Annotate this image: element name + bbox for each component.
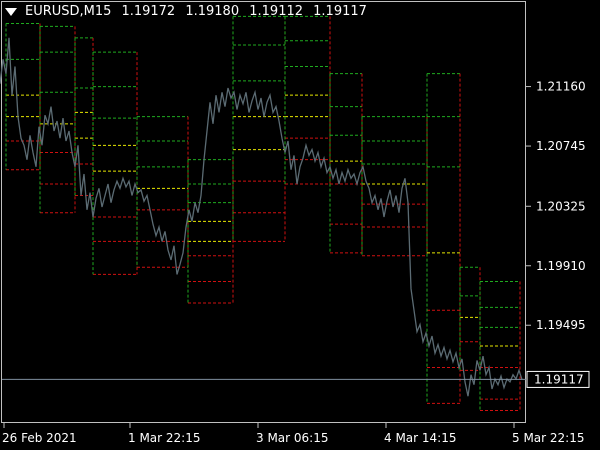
chart-title-bar: EURUSD,M15 1.19172 1.19180 1.19112 1.191… xyxy=(5,4,367,19)
price-line xyxy=(0,37,523,397)
x-tick-label: 1 Mar 22:15 xyxy=(128,431,201,445)
y-tick-label: 1.19495 xyxy=(536,318,586,332)
y-tick-label: 1.19910 xyxy=(536,259,586,273)
y-tick-label: 1.21160 xyxy=(536,80,586,94)
current-price-label: 1.19117 xyxy=(534,372,584,386)
close-value: 1.19117 xyxy=(313,4,367,19)
x-tick-label: 5 Mar 22:15 xyxy=(512,431,585,445)
time-axis: 26 Feb 2021 1 Mar 22:15 3 Mar 06:15 4 Mar 1… xyxy=(2,422,585,445)
symbol-label: EURUSD,M15 xyxy=(25,4,112,19)
x-tick-label: 26 Feb 2021 xyxy=(2,431,77,445)
high-value: 1.19180 xyxy=(185,4,240,19)
dropdown-triangle-icon[interactable] xyxy=(5,7,17,16)
ohlc-values: 1.19172 1.19180 1.19112 1.19117 xyxy=(115,4,366,19)
low-value: 1.19112 xyxy=(249,4,304,19)
y-tick-label: 1.20325 xyxy=(536,199,586,213)
current-price-tag: 1.19117 xyxy=(526,370,590,388)
y-tick-label: 1.20745 xyxy=(536,139,586,153)
plot-frame xyxy=(1,1,526,423)
current-price-box xyxy=(526,370,590,388)
price-axis: 1.21160 1.20745 1.20325 1.19910 1.19495 xyxy=(526,80,586,332)
open-value: 1.19172 xyxy=(121,4,176,19)
x-tick-label: 4 Mar 14:15 xyxy=(384,431,457,445)
level-lines xyxy=(5,15,521,412)
x-tick-label: 3 Mar 06:15 xyxy=(256,431,329,445)
